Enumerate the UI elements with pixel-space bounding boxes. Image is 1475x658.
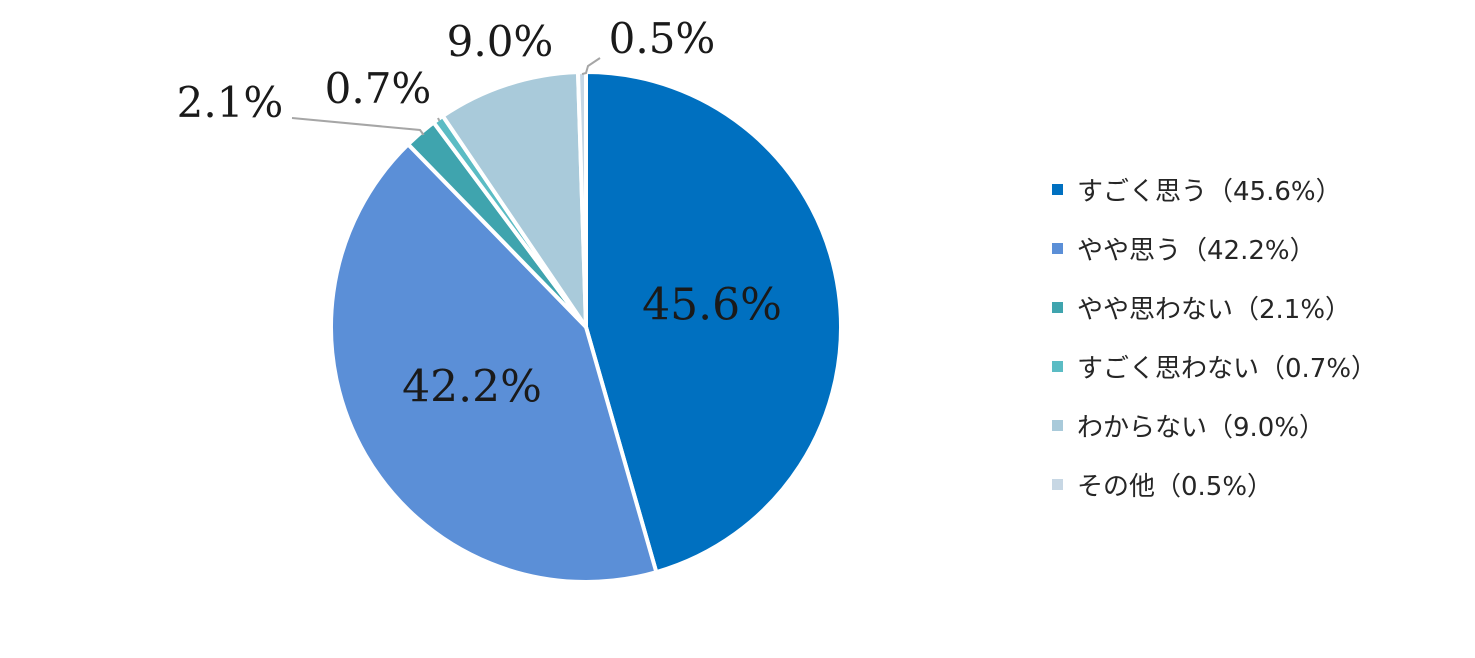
- legend-item-2: やや思う（42.2%）: [1052, 219, 1462, 278]
- data-label-5: 9.0%: [447, 17, 554, 66]
- data-label-2: 42.2%: [402, 362, 542, 413]
- data-label-3: 2.1%: [177, 78, 284, 127]
- legend-label: やや思わない（2.1%）: [1077, 295, 1352, 325]
- legend-swatch: [1052, 479, 1063, 490]
- legend-item-6: その他（0.5%）: [1052, 455, 1462, 514]
- leader-line-4: [437, 117, 441, 122]
- data-label-1: 45.6%: [642, 280, 782, 331]
- data-labels: 45.6% 42.2% 2.1% 0.7% 9.0% 0.5%: [177, 14, 782, 413]
- pie-slice-5: [440, 70, 589, 334]
- legend-label: その他（0.5%）: [1077, 472, 1274, 502]
- legend-item-1: すごく思う（45.6%）: [1052, 160, 1462, 219]
- pie-slices: [329, 69, 843, 584]
- legend-label: すごく思う（45.6%）: [1077, 177, 1342, 207]
- legend-swatch: [1052, 361, 1063, 372]
- legend-item-3: やや思わない（2.1%）: [1052, 278, 1462, 337]
- pie-slice-2: [329, 141, 659, 584]
- data-label-4: 0.7%: [325, 64, 432, 113]
- legend-swatch: [1052, 184, 1063, 195]
- legend-label: やや思う（42.2%）: [1077, 236, 1316, 266]
- legend-item-4: すごく思わない（0.7%）: [1052, 337, 1462, 396]
- legend-swatch: [1052, 302, 1063, 313]
- leader-line-6: [581, 57, 601, 75]
- leader-lines: [291, 57, 601, 136]
- legend-item-5: わからない（9.0%）: [1052, 396, 1462, 455]
- legend-label: すごく思わない（0.7%）: [1077, 354, 1378, 384]
- legend-swatch: [1052, 420, 1063, 431]
- legend: すごく思う（45.6%） やや思う（42.2%） やや思わない（2.1%） すごく思わ…: [1052, 160, 1462, 514]
- legend-label: わからない（9.0%）: [1077, 413, 1326, 443]
- leader-line-3: [291, 117, 425, 136]
- pie-slice-1: [584, 69, 843, 575]
- data-label-6: 0.5%: [609, 14, 716, 63]
- legend-swatch: [1052, 243, 1063, 254]
